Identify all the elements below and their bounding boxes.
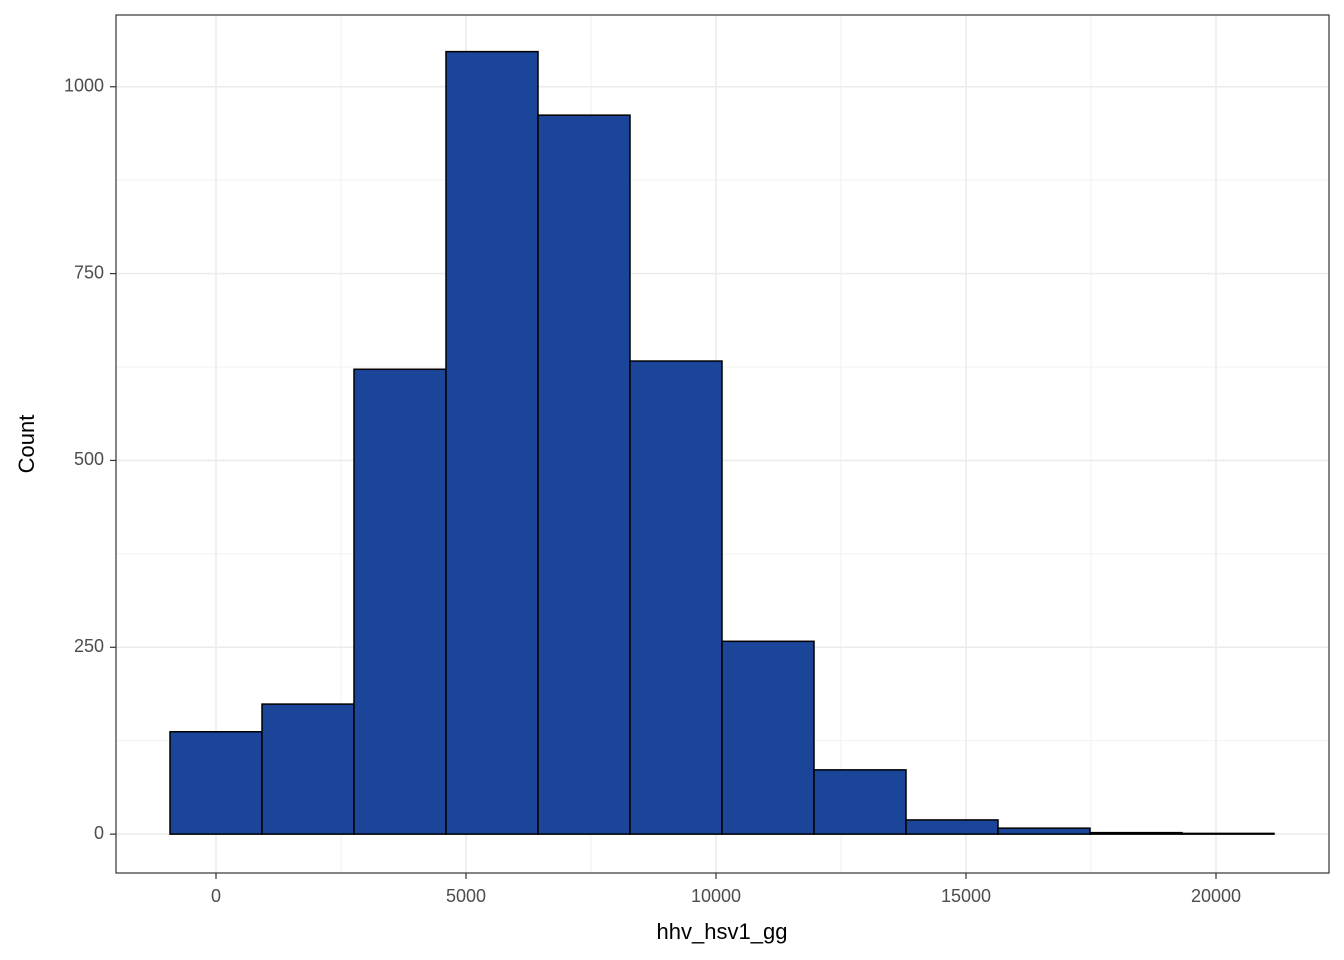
x-tick-label: 20000 <box>1191 886 1241 906</box>
x-tick-label: 0 <box>211 886 221 906</box>
panel-border <box>115 14 1330 874</box>
bar <box>445 50 539 835</box>
y-tick-label: 1000 <box>64 75 104 95</box>
bar <box>813 769 907 835</box>
bar <box>169 730 263 835</box>
bar <box>353 368 447 835</box>
bar <box>721 640 815 835</box>
bar <box>629 360 723 835</box>
x-axis-title: hhv_hsv1_gg <box>657 919 788 944</box>
x-tick-label: 5000 <box>446 886 486 906</box>
bar <box>261 703 355 835</box>
bar <box>905 819 999 835</box>
bar <box>1181 832 1275 835</box>
x-tick-label: 10000 <box>691 886 741 906</box>
bar <box>997 827 1091 835</box>
y-axis-title: Count <box>14 415 39 474</box>
y-tick-label: 250 <box>74 636 104 656</box>
bar <box>1089 831 1183 835</box>
y-tick-label: 0 <box>94 823 104 843</box>
y-tick-label: 500 <box>74 449 104 469</box>
y-tick-label: 750 <box>74 262 104 282</box>
x-tick-label: 15000 <box>941 886 991 906</box>
bar <box>537 114 631 835</box>
